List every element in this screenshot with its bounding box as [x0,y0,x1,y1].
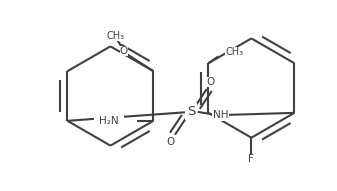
Text: S: S [187,105,195,118]
Text: H₂N: H₂N [99,116,119,126]
Text: O: O [167,137,175,147]
Text: O: O [120,46,128,56]
Text: NH: NH [213,110,228,120]
Text: CH₃: CH₃ [106,32,125,41]
Text: F: F [248,154,254,163]
Text: CH₃: CH₃ [225,47,243,57]
Text: O: O [207,77,215,87]
